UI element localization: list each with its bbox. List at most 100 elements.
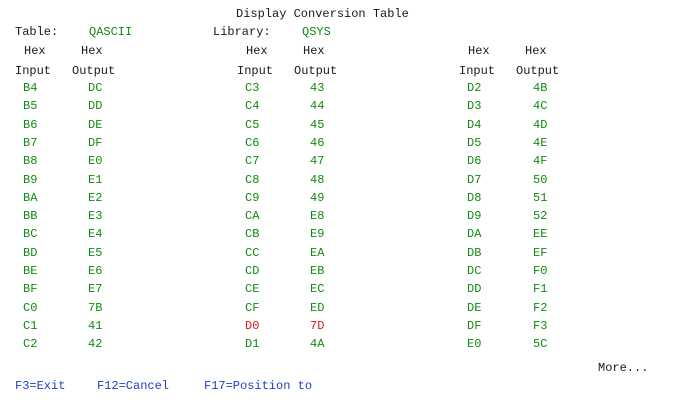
hex-output-cell: 52	[533, 209, 548, 223]
hex-output-cell: 4A	[310, 337, 325, 351]
hex-input-cell: D4	[467, 118, 482, 132]
hex-input-cell: BE	[23, 264, 38, 278]
table-row: BF E7 CE EC DD F1	[0, 282, 675, 296]
hex-input-cell: DC	[467, 264, 482, 278]
hex-output-cell: 48	[310, 173, 325, 187]
hex-output-cell: E2	[88, 191, 103, 205]
hex-input-cell: D9	[467, 209, 482, 223]
hex-input-cell: B4	[23, 81, 38, 95]
table-row: B6 DE C5 45 D4 4D	[0, 118, 675, 132]
hex-output-cell: EE	[533, 227, 548, 241]
hex-input-cell: D6	[467, 154, 482, 168]
f12-cancel-key[interactable]: F12=Cancel	[97, 379, 170, 393]
hex-output-cell: E1	[88, 173, 103, 187]
table-label: Table:	[15, 25, 59, 39]
hex-output-cell: DE	[88, 118, 103, 132]
col1-output-header-line1: Hex	[81, 44, 103, 58]
hex-output-cell: F3	[533, 319, 548, 333]
hex-input-cell: D2	[467, 81, 482, 95]
hex-input-cell: D8	[467, 191, 482, 205]
hex-input-cell: C0	[23, 301, 38, 315]
hex-input-cell: B8	[23, 154, 38, 168]
hex-input-cell: C4	[245, 99, 260, 113]
hex-output-cell: 42	[88, 337, 103, 351]
hex-output-cell: 49	[310, 191, 325, 205]
hex-output-cell: 47	[310, 154, 325, 168]
hex-input-cell: D3	[467, 99, 482, 113]
hex-output-cell: E7	[88, 282, 103, 296]
table-row: B9 E1 C8 48 D7 50	[0, 173, 675, 187]
hex-output-cell: E0	[88, 154, 103, 168]
col2-input-header-line1: Hex	[246, 44, 268, 58]
hex-output-cell: EA	[310, 246, 325, 260]
hex-output-cell: F0	[533, 264, 548, 278]
hex-output-cell: E4	[88, 227, 103, 241]
hex-output-cell: EB	[310, 264, 325, 278]
hex-output-cell: 7B	[88, 301, 103, 315]
hex-input-cell: C5	[245, 118, 260, 132]
col3-input-header-line2: Input	[459, 64, 496, 78]
table-row: C1 41 D0 7D DF F3	[0, 319, 675, 333]
hex-output-cell: EF	[533, 246, 548, 260]
hex-input-cell: CF	[245, 301, 260, 315]
table-row: BA E2 C9 49 D8 51	[0, 191, 675, 205]
col2-input-header-line2: Input	[237, 64, 274, 78]
hex-output-cell: F1	[533, 282, 548, 296]
hex-output-cell: 4F	[533, 154, 548, 168]
hex-input-cell: DB	[467, 246, 482, 260]
f17-position-to-key[interactable]: F17=Position to	[204, 379, 313, 393]
col1-input-header-line1: Hex	[24, 44, 46, 58]
hex-output-cell: 7D	[310, 319, 325, 333]
col1-input-header-line2: Input	[15, 64, 52, 78]
hex-output-cell: 4B	[533, 81, 548, 95]
hex-output-cell: 43	[310, 81, 325, 95]
hex-input-cell: DA	[467, 227, 482, 241]
hex-output-cell: DF	[88, 136, 103, 150]
hex-input-cell: D0	[245, 319, 260, 333]
hex-input-cell: B9	[23, 173, 38, 187]
table-row: B8 E0 C7 47 D6 4F	[0, 154, 675, 168]
hex-output-cell: E5	[88, 246, 103, 260]
hex-input-cell: C9	[245, 191, 260, 205]
hex-output-cell: E6	[88, 264, 103, 278]
hex-output-cell: 4D	[533, 118, 548, 132]
hex-input-cell: B7	[23, 136, 38, 150]
hex-input-cell: C7	[245, 154, 260, 168]
hex-input-cell: BD	[23, 246, 38, 260]
f3-exit-key[interactable]: F3=Exit	[15, 379, 66, 393]
library-label: Library:	[213, 25, 271, 39]
hex-input-cell: E0	[467, 337, 482, 351]
hex-output-cell: 46	[310, 136, 325, 150]
col3-output-header-line1: Hex	[525, 44, 547, 58]
table-row: BC E4 CB E9 DA EE	[0, 227, 675, 241]
hex-input-cell: D5	[467, 136, 482, 150]
col1-output-header-line2: Output	[72, 64, 116, 78]
hex-input-cell: C3	[245, 81, 260, 95]
hex-output-cell: E9	[310, 227, 325, 241]
hex-output-cell: 44	[310, 99, 325, 113]
table-row: B4 DC C3 43 D2 4B	[0, 81, 675, 95]
hex-output-cell: DD	[88, 99, 103, 113]
hex-output-cell: F2	[533, 301, 548, 315]
hex-output-cell: 5C	[533, 337, 548, 351]
hex-output-cell: 41	[88, 319, 103, 333]
library-value: QSYS	[302, 25, 331, 39]
table-row: C2 42 D1 4A E0 5C	[0, 337, 675, 351]
hex-input-cell: D1	[245, 337, 260, 351]
col2-output-header-line2: Output	[294, 64, 338, 78]
hex-input-cell: CB	[245, 227, 260, 241]
hex-input-cell: CE	[245, 282, 260, 296]
hex-input-cell: C2	[23, 337, 38, 351]
hex-output-cell: E8	[310, 209, 325, 223]
hex-input-cell: C1	[23, 319, 38, 333]
hex-input-cell: C8	[245, 173, 260, 187]
hex-output-cell: 51	[533, 191, 548, 205]
hex-input-cell: B5	[23, 99, 38, 113]
col3-input-header-line1: Hex	[468, 44, 490, 58]
col3-output-header-line2: Output	[516, 64, 560, 78]
hex-input-cell: CA	[245, 209, 260, 223]
hex-input-cell: D7	[467, 173, 482, 187]
hex-output-cell: DC	[88, 81, 103, 95]
hex-input-cell: DD	[467, 282, 482, 296]
hex-output-cell: E3	[88, 209, 103, 223]
